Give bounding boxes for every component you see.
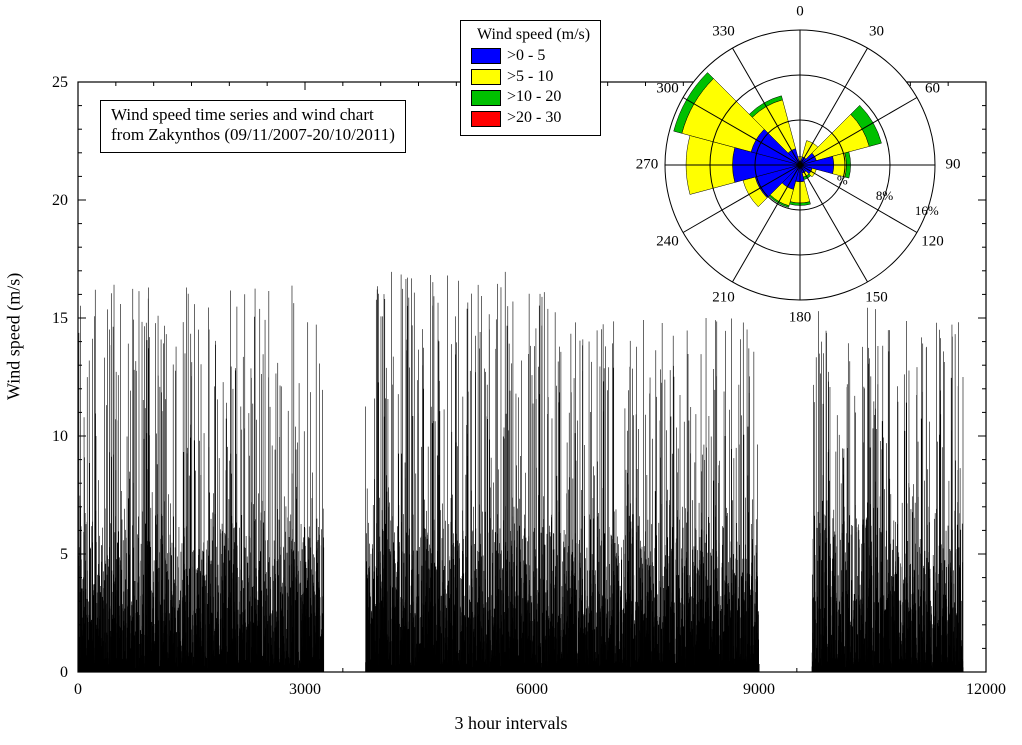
wind-rose-dir-label: 150 (865, 289, 888, 306)
y-tick-label: 5 (60, 546, 68, 563)
legend-swatch (471, 90, 501, 106)
caption-line-2: from Zakynthos (09/11/2007-20/10/2011) (111, 125, 395, 145)
legend-label: >20 - 30 (507, 108, 561, 129)
wind-rose-dir-label: 60 (925, 80, 940, 97)
x-axis-title: 3 hour intervals (455, 713, 568, 734)
wind-rose-dir-label: 0 (796, 4, 804, 21)
wind-rose-dir-label: 210 (712, 289, 735, 306)
wind-rose: % 8% 16% (665, 30, 939, 300)
legend-label: >5 - 10 (507, 67, 553, 88)
wind-rose-ring-label: 8% (876, 188, 894, 203)
wind-rose-dir-label: 300 (656, 80, 679, 97)
caption-line-1: Wind speed time series and wind chart (111, 105, 395, 125)
legend-item: >5 - 10 (471, 67, 590, 88)
y-axis-title: Wind speed (m/s) (4, 273, 25, 400)
y-tick-label: 20 (52, 192, 68, 209)
time-series (78, 272, 963, 672)
y-tick-label: 15 (52, 310, 68, 327)
wind-rose-dir-label: 180 (789, 310, 812, 327)
x-tick-label: 9000 (743, 681, 775, 698)
y-tick-label: 10 (52, 428, 68, 445)
wind-rose-dir-label: 90 (946, 157, 961, 174)
x-tick-label: 6000 (516, 681, 548, 698)
legend-item: >0 - 5 (471, 46, 590, 67)
wind-rose-dir-label: 270 (636, 157, 659, 174)
legend-swatch (471, 69, 501, 85)
legend-swatch (471, 111, 501, 127)
wind-rose-ring-label: % (837, 172, 848, 187)
x-tick-label: 0 (74, 681, 82, 698)
legend-item: >10 - 20 (471, 87, 590, 108)
chart-container: 0510152025030006000900012000%8%16% Wind … (0, 0, 1022, 740)
caption-box: Wind speed time series and wind chart fr… (100, 100, 406, 153)
wind-rose-dir-label: 120 (921, 233, 944, 250)
y-tick-label: 25 (52, 74, 68, 91)
y-tick-label: 0 (60, 664, 68, 681)
x-tick-label: 3000 (289, 681, 321, 698)
wind-rose-dir-label: 240 (656, 233, 679, 250)
wind-rose-ring-label: 16% (915, 203, 939, 218)
legend-box: Wind speed (m/s) >0 - 5>5 - 10>10 - 20>2… (460, 20, 601, 136)
legend-item: >20 - 30 (471, 108, 590, 129)
wind-rose-dir-label: 30 (869, 24, 884, 41)
legend-label: >10 - 20 (507, 87, 561, 108)
x-tick-label: 12000 (966, 681, 1006, 698)
legend-label: >0 - 5 (507, 46, 545, 67)
legend-swatch (471, 48, 501, 64)
wind-rose-dir-label: 330 (712, 24, 735, 41)
legend-title: Wind speed (m/s) (477, 25, 590, 46)
